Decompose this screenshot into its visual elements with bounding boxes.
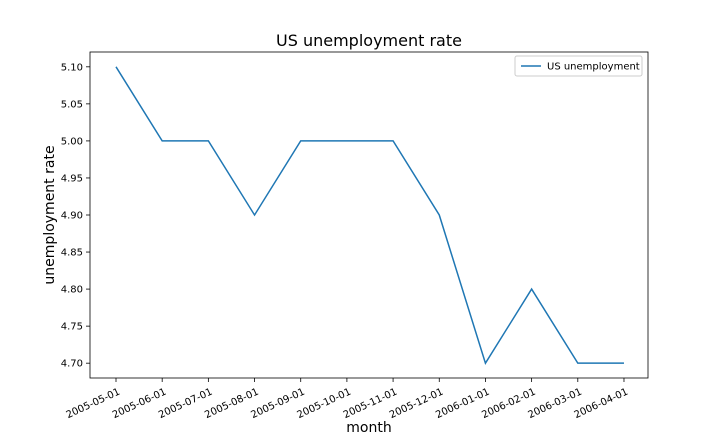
- y-tick-label: 4.75: [61, 322, 83, 333]
- x-axis-label: month: [346, 420, 391, 432]
- y-tick-label: 4.80: [61, 285, 83, 296]
- plot-area: [89, 51, 649, 379]
- y-tick-label: 4.70: [61, 359, 83, 370]
- chart-title: US unemployment rate: [276, 31, 462, 50]
- x-axis: 2005-05-012005-06-012005-07-012005-08-01…: [65, 378, 630, 421]
- legend-box: [514, 55, 643, 77]
- y-tick-label: 5.05: [61, 99, 83, 110]
- y-axis: 4.70 4.75 4.80 4.85 4.90 4.95 5.00 5.05 5.10: [61, 62, 90, 370]
- series-layer: [115, 66, 624, 365]
- y-tick-label: 4.90: [61, 211, 83, 222]
- legend: US unemployment: [514, 55, 643, 77]
- y-axis-label: unemployment rate: [42, 145, 58, 284]
- y-tick-label: 4.95: [61, 173, 83, 184]
- y-tick-label: 4.85: [61, 248, 83, 259]
- y-tick-label: 5.10: [61, 62, 83, 73]
- series-line-us-unemployment: [115, 66, 624, 365]
- legend-label-us-unemployment: US unemployment: [547, 62, 640, 73]
- y-tick-label: 5.00: [61, 136, 83, 147]
